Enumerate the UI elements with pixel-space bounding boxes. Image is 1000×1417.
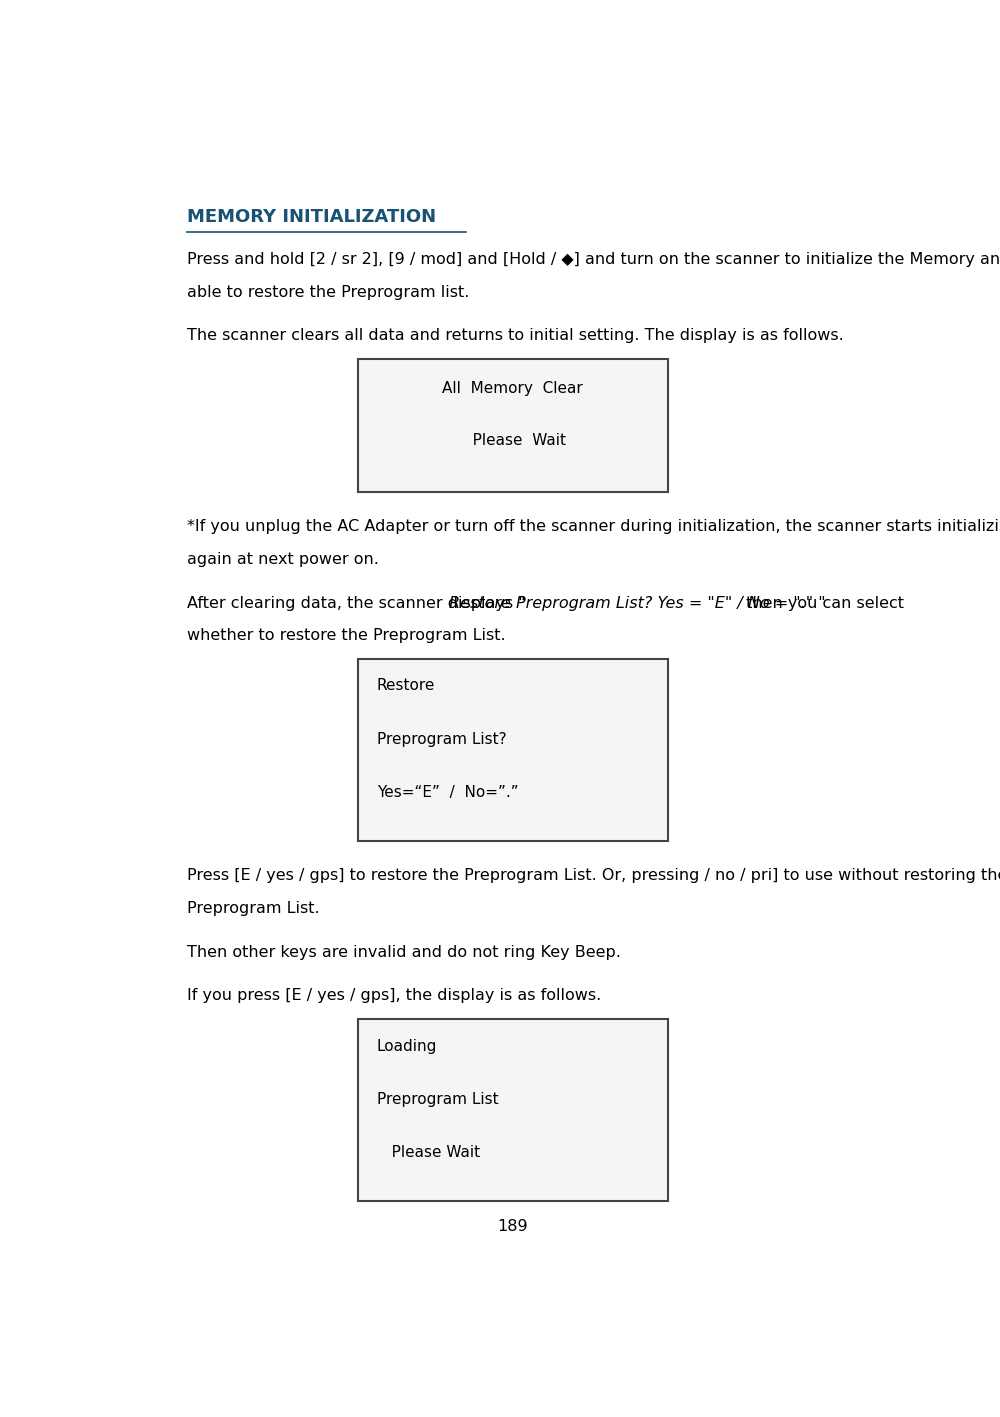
Text: Restore Preprogram List? Yes = "E" / No = "." ": Restore Preprogram List? Yes = "E" / No … [449,595,826,611]
Text: able to restore the Preprogram list.: able to restore the Preprogram list. [187,285,469,299]
Text: Yes=“E”  /  No=”.”: Yes=“E” / No=”.” [377,785,518,801]
Text: The scanner clears all data and returns to initial setting. The display is as fo: The scanner clears all data and returns … [187,329,844,343]
Text: If you press [E / yes / gps], the display is as follows.: If you press [E / yes / gps], the displa… [187,989,601,1003]
Text: After clearing data, the scanner displays ": After clearing data, the scanner display… [187,595,526,611]
Text: whether to restore the Preprogram List.: whether to restore the Preprogram List. [187,628,506,643]
Text: Preprogram List: Preprogram List [377,1093,498,1107]
Text: Please Wait: Please Wait [377,1145,480,1161]
Text: MEMORY INITIALIZATION: MEMORY INITIALIZATION [187,208,436,227]
Text: Preprogram List?: Preprogram List? [377,733,507,747]
Text: then you can select: then you can select [741,595,904,611]
Text: Restore: Restore [377,679,435,693]
Text: Then other keys are invalid and do not ring Key Beep.: Then other keys are invalid and do not r… [187,945,621,959]
Bar [358,1019,668,1202]
Text: Loading: Loading [377,1039,437,1054]
Text: Please  Wait: Please Wait [458,434,566,448]
Text: again at next power on.: again at next power on. [187,553,379,567]
Text: 189: 189 [497,1219,528,1234]
Text: *If you unplug the AC Adapter or turn off the scanner during initialization, the: *If you unplug the AC Adapter or turn of… [187,519,1000,534]
Text: Press and hold [2 / sr 2], [9 / mod] and [Hold / ◆] and turn on the scanner to i: Press and hold [2 / sr 2], [9 / mod] and… [187,252,1000,266]
Bar [358,359,668,492]
Text: Preprogram List.: Preprogram List. [187,901,320,915]
Bar [358,659,668,842]
Text: All  Memory  Clear: All Memory Clear [442,381,583,395]
Text: Press [E / yes / gps] to restore the Preprogram List. Or, pressing / no / pri] t: Press [E / yes / gps] to restore the Pre… [187,869,1000,883]
